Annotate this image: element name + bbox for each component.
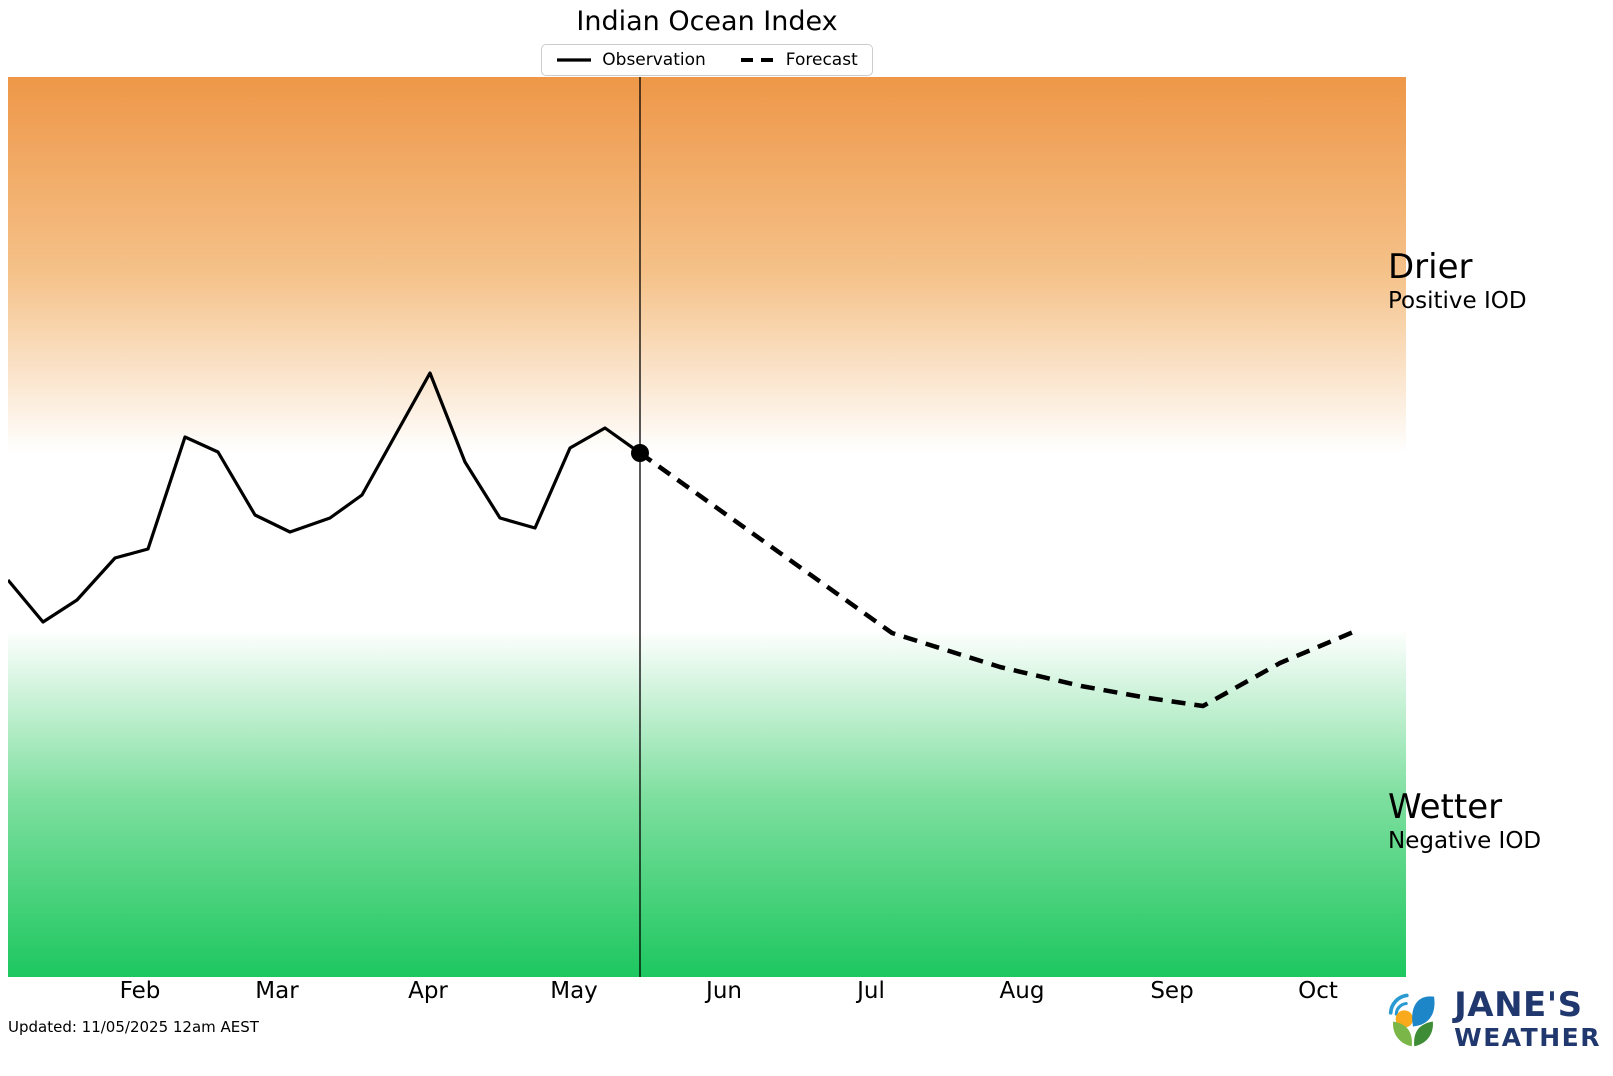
legend-item-observation: Observation: [556, 50, 706, 70]
forecast-line: [638, 451, 1359, 709]
logo-name: JANE'S: [1454, 985, 1583, 1025]
drier-label-block: Drier Positive IOD: [1388, 247, 1527, 317]
janes-weather-icon: [1388, 993, 1435, 1047]
solid-line-icon: [557, 58, 592, 62]
legend: Observation Forecast: [8, 44, 1406, 76]
chart-lines-svg: [8, 77, 1359, 977]
chart-title: Indian Ocean Index: [576, 6, 838, 37]
legend-forecast-label: Forecast: [785, 50, 858, 70]
x-tick-jul: Jul: [857, 978, 885, 1004]
x-axis: Feb Mar Apr May Jun Jul Aug Sep Oct: [0, 978, 1613, 1010]
x-tick-aug: Aug: [999, 978, 1045, 1004]
x-tick-oct: Oct: [1298, 978, 1338, 1004]
positive-iod-label: Positive IOD: [1388, 288, 1527, 315]
x-tick-feb: Feb: [119, 978, 161, 1004]
x-tick-mar: Mar: [255, 978, 299, 1004]
current-value-marker: [631, 444, 649, 462]
wetter-label-block: Wetter Negative IOD: [1388, 787, 1542, 857]
x-tick-sep: Sep: [1150, 978, 1194, 1004]
legend-observation-label: Observation: [602, 50, 706, 70]
x-tick-jun: Jun: [706, 978, 742, 1004]
legend-box: Observation Forecast: [541, 44, 873, 76]
x-tick-may: May: [550, 978, 598, 1004]
drier-label: Drier: [1388, 247, 1473, 287]
wetter-label: Wetter: [1388, 787, 1503, 827]
x-tick-apr: Apr: [408, 978, 448, 1004]
legend-item-forecast: Forecast: [740, 50, 858, 70]
janes-weather-logo: JANE'S WEATHER: [1382, 988, 1601, 1050]
logo-subtitle: WEATHER: [1454, 1023, 1601, 1052]
negative-iod-label: Negative IOD: [1388, 828, 1542, 855]
dashed-line-icon: [740, 58, 775, 62]
observation-line: [8, 371, 641, 624]
chart-plot-area: [8, 77, 1406, 977]
logo-text: JANE'S WEATHER: [1454, 988, 1601, 1050]
updated-timestamp: Updated: 11/05/2025 12am AEST: [8, 1018, 259, 1036]
